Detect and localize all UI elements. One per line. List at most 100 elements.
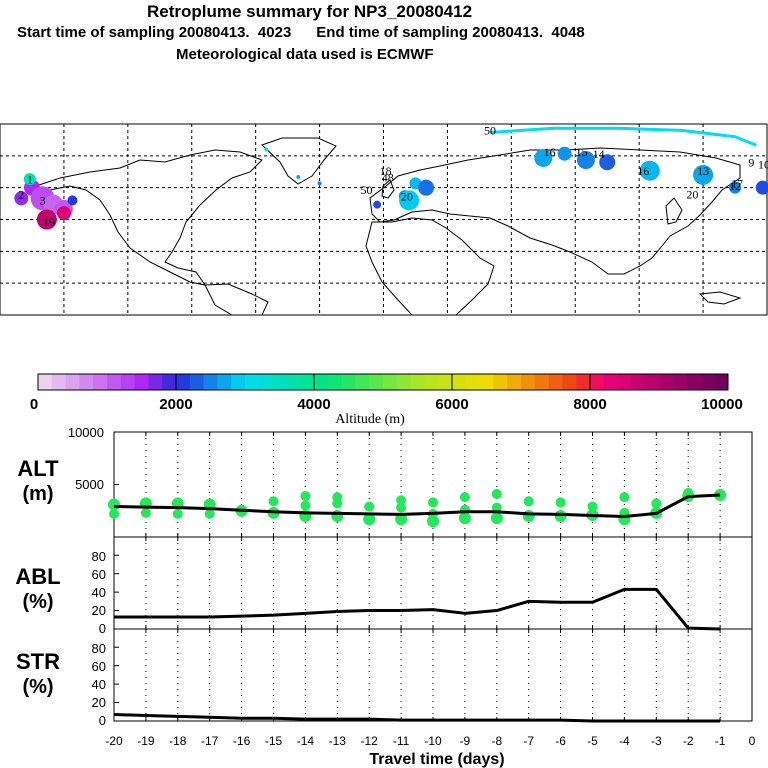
colorbar-cell: [562, 374, 577, 390]
colorbar-cell: [176, 374, 191, 390]
coastline-north-america: [29, 149, 263, 286]
colorbar-tick-label: 2000: [159, 396, 192, 413]
abl-ytick-label: 80: [92, 549, 106, 564]
str-ytick-label: 40: [92, 677, 106, 692]
colorbar-cells: [38, 374, 729, 390]
x-tick-label: -15: [265, 734, 283, 748]
plume-marker: [14, 191, 29, 206]
alt-cluster-point: [300, 500, 311, 511]
plume-marker: [264, 147, 269, 152]
alt-cluster-point: [555, 497, 566, 508]
x-tick-label: -13: [329, 734, 347, 748]
plume-age-label: 13: [697, 164, 709, 178]
colorbar-cell: [93, 374, 108, 390]
str-panel-unit: (%): [22, 676, 53, 698]
x-tick-labels: -20 -19 -18 -17 -16 -15 -14 -13 -12 -11 -10 -9 -8 -7-…: [105, 734, 755, 748]
x-tick-label: -9: [460, 734, 471, 748]
plume-marker: [693, 164, 714, 185]
sampling-time-line: Start time of sampling 20080413. 4023 En…: [17, 24, 585, 41]
coastline-greenland: [261, 137, 337, 185]
x-tick-label: -16: [233, 734, 251, 748]
x-tick-label: -2: [683, 734, 694, 748]
colorbar-cell: [396, 374, 412, 390]
plume-age-labels: 12319504820185016141516131220109174: [18, 124, 768, 229]
plume-age-label: 20: [401, 189, 413, 203]
alt-cluster-point: [108, 498, 120, 511]
colorbar-cell: [438, 374, 453, 390]
str-ytick-label: 60: [92, 659, 106, 674]
plume-marker: [729, 181, 742, 194]
colorbar-tick-label: 8000: [573, 396, 606, 413]
abl-ytick-label: 0: [99, 621, 106, 636]
colorbar-cell: [700, 374, 715, 390]
colorbar-cell: [51, 374, 67, 390]
plume-age-label: 10: [758, 158, 768, 172]
colorbar-cell: [410, 374, 425, 390]
meteorological-data-line: Meteorological data used is ECMWF: [176, 46, 434, 63]
map-grid: [0, 124, 767, 315]
plume-marker: [23, 173, 36, 186]
colorbar-cell: [493, 374, 508, 390]
colorbar-frame: [37, 373, 729, 391]
x-tick-label: -20: [105, 734, 123, 748]
colorbar-cell: [631, 374, 646, 390]
arctic-trajectory: [489, 126, 757, 147]
abl-ytick-label: 40: [92, 585, 106, 600]
colorbar-cell: [162, 374, 177, 390]
plume-age-label: 16: [544, 145, 556, 159]
str-ytick-label: 0: [99, 713, 106, 728]
colorbar-cell: [327, 374, 343, 390]
alt-cluster-point: [396, 495, 407, 506]
colorbar-cell: [203, 374, 218, 390]
colorbar-cell: [452, 374, 467, 390]
colorbar-cell: [672, 374, 688, 390]
x-tick-label: -3: [651, 734, 662, 748]
coastline-japan: [665, 197, 683, 225]
coastline-africa: [365, 217, 495, 316]
plume-marker: [296, 175, 301, 180]
alt-cluster-point: [396, 502, 407, 513]
alt-ytick-label: 5000: [75, 477, 104, 492]
colorbar-cell: [245, 374, 260, 390]
alt-cluster-point: [331, 510, 344, 522]
plume-age-label: 50: [360, 183, 372, 197]
colorbar-cell: [521, 374, 536, 390]
plume-age-label: 48: [382, 170, 394, 184]
colorbar-cell: [120, 374, 136, 390]
alt-cluster-point: [363, 513, 376, 526]
plume-marker: [599, 154, 616, 171]
colorbar-cell: [217, 374, 232, 390]
colorbar-cell: [272, 374, 287, 390]
x-tick-label: -18: [169, 734, 187, 748]
coastlines: [29, 137, 742, 316]
plume-marker: [36, 209, 57, 230]
colorbar-cell: [300, 374, 315, 390]
colorbar-cell: [134, 374, 149, 390]
altitude-colorbar: 0 2000 4000 6000 8000 10000 Altitude (m): [30, 373, 743, 427]
plume-marker: [67, 195, 78, 206]
colorbar-cell: [231, 374, 246, 390]
str-ytick-label: 20: [92, 695, 106, 710]
colorbar-cell: [465, 374, 481, 390]
plume-age-label: 16: [637, 164, 649, 178]
alt-cluster-point: [619, 492, 630, 503]
plume-age-label: 1: [27, 172, 33, 186]
alt-cluster-point: [204, 508, 215, 519]
plume-age-label: 14: [593, 147, 605, 161]
plume-age-label: 3: [40, 194, 46, 208]
plume-marker: [317, 181, 322, 186]
colorbar-cell: [714, 374, 729, 390]
colorbar-cell: [479, 374, 494, 390]
alt-cluster-point: [491, 488, 502, 499]
x-tick-label: -12: [361, 734, 379, 748]
colorbar-cell: [79, 374, 94, 390]
colorbar-cell: [286, 374, 301, 390]
abl-line: [114, 587, 721, 631]
alt-cluster-point: [395, 513, 408, 526]
colorbar-cell: [38, 374, 53, 390]
plume-marker: [576, 151, 595, 170]
colorbar-tick-label: 0: [30, 396, 38, 413]
colorbar-cell: [603, 374, 619, 390]
colorbar-cell: [341, 374, 356, 390]
str-ytick-label: 80: [92, 641, 106, 656]
